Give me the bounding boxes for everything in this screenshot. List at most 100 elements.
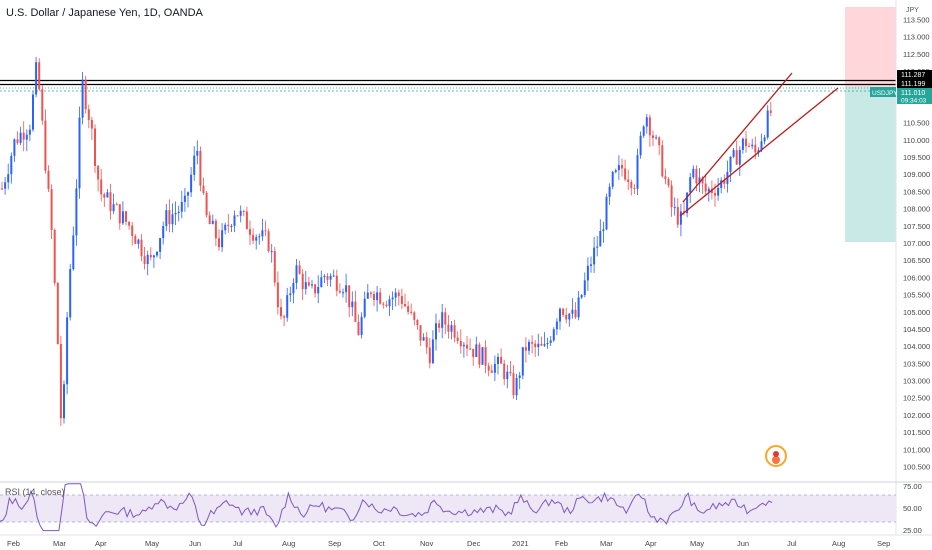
candle-body [171,214,174,225]
price-tick-label: 107.000 [903,239,930,248]
candle-body [224,224,227,231]
candle-body [723,180,726,184]
candle-body [304,282,307,290]
candle-body [345,285,348,293]
candle-body [109,192,112,212]
time-tick-label: Feb [555,539,568,548]
candle-body [373,294,375,301]
candle-body [187,192,189,196]
price-tick-label: 104.500 [903,325,930,334]
take-profit-zone [845,87,896,242]
candle-body [131,225,134,237]
price-tick-label: 105.500 [903,291,930,300]
rsi-band [0,495,896,522]
channel-upper-line[interactable] [682,72,793,203]
price-tick-label: 102.000 [903,411,930,420]
candle-body [422,337,425,341]
candle-body [425,337,428,348]
candle-body [555,321,558,330]
candle-body [16,139,19,143]
rsi-title: RSI (14, close) [5,487,65,497]
candle-body [41,89,44,121]
candle-body [149,254,152,258]
price-tick-label: 100.500 [903,463,930,472]
candle-body [745,138,747,147]
candle-body [146,254,149,265]
candle-body [611,172,614,187]
candle-body [382,303,385,305]
candle-body [599,231,602,247]
candle-body [106,192,109,198]
resistance-tag-top-text: 111.287 [901,72,925,79]
candle-body [568,313,571,320]
candle-body [751,144,754,147]
candle-body [490,370,493,373]
candle-body [28,129,31,135]
candle-body [400,296,403,305]
candle-body [497,356,499,364]
candle-body [391,297,394,300]
time-tick-label: May [145,539,159,548]
candle-body [286,295,289,318]
candle-body [534,343,537,348]
candle-body [748,146,751,148]
candle-body [221,230,224,248]
time-tick-label: Sep [328,539,341,548]
candle-body [754,144,757,153]
candle-body [670,185,673,208]
price-tick-label: 103.000 [903,377,930,386]
candle-body [183,195,186,202]
candle-body [193,155,196,175]
candle-body [360,316,363,335]
candle-body [363,298,366,317]
candle-body [475,344,478,357]
candle-body [484,347,487,366]
price-tick-label: 101.000 [903,445,930,454]
candle-body [543,344,546,346]
candle-body [738,149,741,165]
time-axis[interactable]: Feb Mar Apr May Jun Jul Aug Sep Oct Nov Dec 2021 Feb… [7,539,890,548]
candle-body [10,155,13,175]
candle-body [81,79,84,118]
channel-lower-line[interactable] [679,87,839,217]
candle-body [435,323,437,340]
candle-body [453,325,456,338]
time-tick-label: Jun [737,539,749,548]
candle-body [72,235,75,270]
candle-body [311,284,313,286]
candle-body [593,247,596,265]
time-tick-label: Aug [832,539,845,548]
candle-body [249,229,251,235]
candle-body [50,189,53,230]
candle-body [53,229,56,283]
candle-body [679,211,682,225]
candle-body [642,126,645,136]
price-tick-label: 110.500 [903,119,930,128]
candle-body [608,186,611,197]
candle-body [258,236,261,238]
candle-body [125,211,127,222]
candle-body [720,180,723,188]
candle-body [242,210,245,212]
candle-body [137,239,140,244]
candle-body [410,311,413,313]
candle-body [661,145,664,177]
candle-body [528,341,530,351]
candle-body [90,119,93,129]
candle-body [456,337,459,342]
candle-body [264,230,267,232]
candle-body [19,132,22,143]
candle-body [273,251,276,283]
currency-label: JPY [906,7,919,14]
time-tick-label: Jun [189,539,201,548]
candle-body [636,155,639,189]
candle-body [559,308,561,322]
candle-body [190,174,193,193]
candle-body [438,323,441,328]
chart-title: U.S. Dollar / Japanese Yen, 1D, OANDA [6,7,203,19]
candle-body [118,204,121,224]
candle-body [404,304,406,307]
candle-body [134,236,137,244]
